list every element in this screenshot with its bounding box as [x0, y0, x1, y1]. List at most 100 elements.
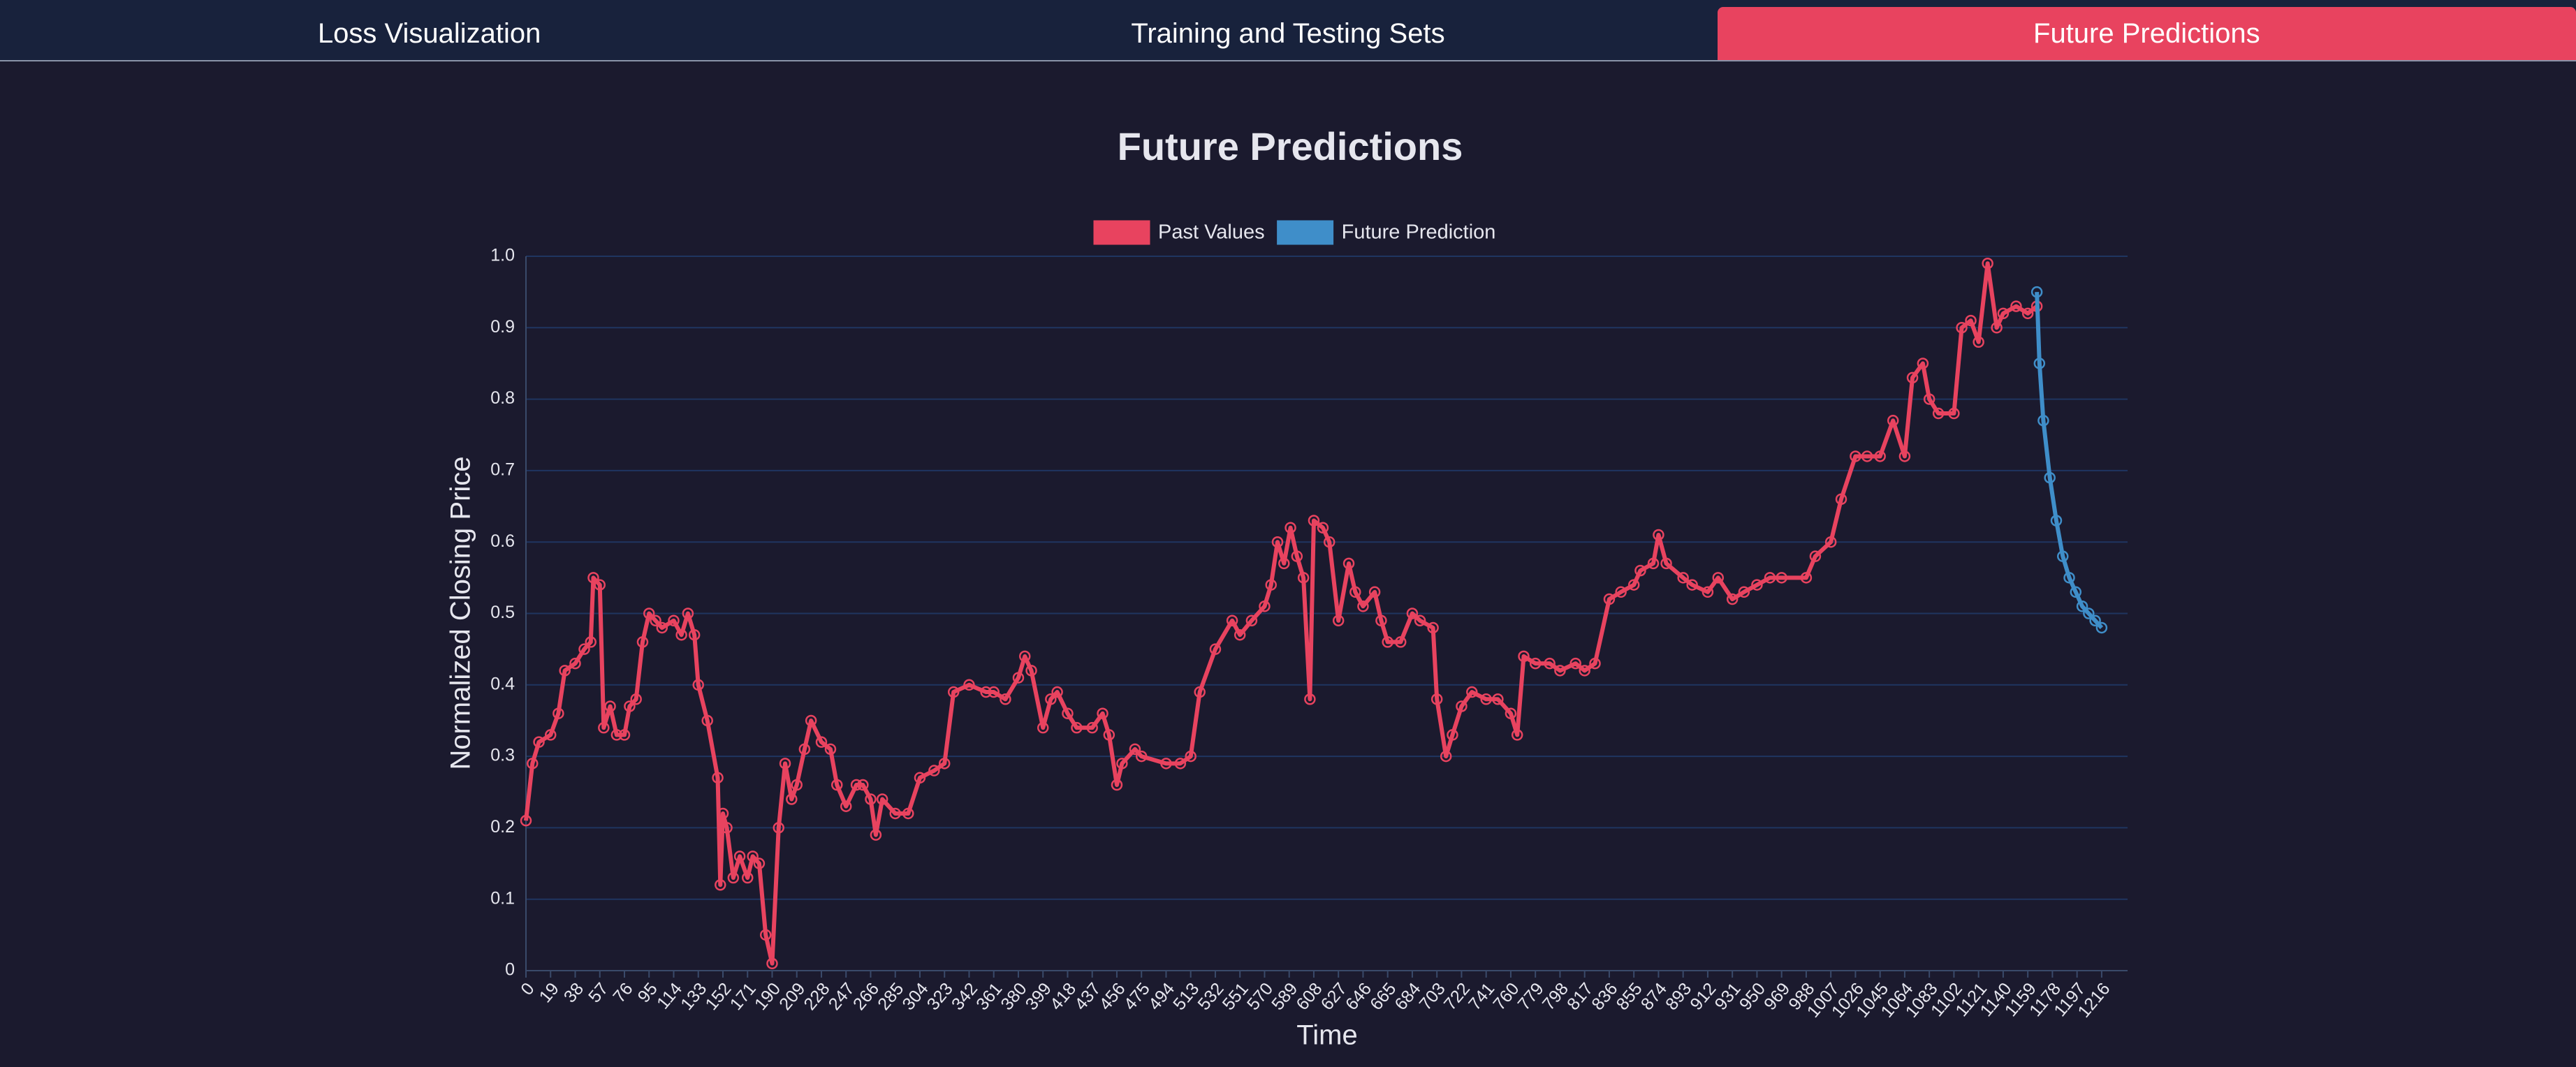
data-point	[1544, 657, 1556, 670]
legend-label: Past Values	[1158, 221, 1265, 244]
data-point	[747, 851, 759, 862]
data-point	[2089, 615, 2101, 626]
x-tick-label: 76	[609, 979, 636, 1006]
data-point	[1234, 628, 1246, 641]
data-point	[1291, 550, 1303, 562]
data-point	[1751, 579, 1763, 591]
data-point	[1430, 693, 1443, 705]
tab[interactable]: Training and Testing Sets	[1131, 17, 1445, 49]
data-point	[1627, 579, 1640, 591]
data-point	[815, 736, 828, 748]
data-point	[712, 772, 724, 784]
legend-swatch	[1277, 220, 1334, 245]
data-point	[1135, 750, 1148, 763]
data-point	[1025, 665, 1037, 677]
data-point	[1406, 608, 1419, 619]
data-point	[857, 779, 869, 791]
data-point	[779, 758, 791, 770]
data-point	[1480, 693, 1492, 705]
data-point	[1349, 586, 1361, 598]
data-point	[1259, 601, 1271, 612]
data-point	[1097, 707, 1108, 719]
data-point	[604, 700, 616, 712]
legend-item: Future Prediction	[1277, 220, 1496, 245]
data-point	[1505, 707, 1517, 719]
data-point	[1185, 750, 1196, 763]
data-point	[1982, 257, 1993, 270]
data-point	[624, 700, 636, 712]
data-point	[587, 572, 599, 584]
data-point	[520, 814, 532, 827]
data-point	[1776, 572, 1787, 584]
data-point	[1297, 572, 1310, 584]
data-point	[1615, 586, 1627, 598]
data-point	[1209, 643, 1222, 655]
data-point	[988, 686, 1000, 698]
data-point	[1569, 657, 1581, 670]
data-point	[2010, 300, 2022, 312]
data-point	[889, 807, 901, 820]
data-point	[1414, 615, 1426, 626]
data-point	[1129, 743, 1141, 756]
x-tick-label: 0	[517, 979, 538, 999]
tab-bar: Loss Visualization Training and Testing …	[0, 0, 2576, 61]
data-point	[773, 822, 785, 834]
y-tick-label: 1.0	[490, 246, 515, 265]
chart: Future Predictions Time Normalized Closi…	[446, 124, 2128, 1051]
series-line	[2035, 292, 2104, 629]
data-point	[840, 800, 852, 812]
data-point	[2095, 621, 2108, 634]
legend-label: Future Prediction	[1342, 221, 1496, 244]
data-point	[688, 628, 701, 641]
data-point	[1332, 615, 1345, 626]
data-point	[1965, 314, 1977, 327]
data-point	[1245, 615, 1258, 626]
legend-swatch	[1093, 220, 1150, 245]
data-point	[753, 858, 766, 869]
data-point	[585, 636, 597, 648]
data-point	[1712, 572, 1725, 584]
data-point	[643, 608, 655, 619]
data-point	[1956, 322, 1968, 334]
data-point	[1726, 593, 1739, 605]
tab-active[interactable]: Future Predictions	[1717, 7, 2576, 60]
data-point	[1861, 450, 1873, 462]
data-point	[692, 679, 704, 691]
data-point	[2037, 415, 2049, 427]
data-point	[1174, 758, 1187, 770]
data-point	[1000, 693, 1011, 705]
y-tick-label: 0.3	[490, 746, 515, 765]
data-point	[650, 615, 661, 626]
data-point	[527, 758, 539, 770]
data-point	[1554, 665, 1566, 677]
data-point	[2063, 572, 2075, 584]
data-point	[1917, 358, 1929, 369]
data-point	[1456, 700, 1468, 712]
data-point	[636, 636, 649, 648]
data-point	[578, 643, 590, 655]
data-point	[963, 679, 975, 691]
y-tick-label: 0.9	[490, 317, 515, 337]
data-point	[1492, 693, 1504, 705]
data-point	[1018, 650, 1031, 663]
data-point	[733, 851, 746, 862]
data-point	[1427, 621, 1439, 634]
data-point	[830, 779, 843, 791]
tab[interactable]: Loss Visualization	[317, 17, 541, 49]
data-point	[717, 807, 729, 820]
data-point	[1012, 672, 1025, 684]
data-point	[1062, 707, 1074, 719]
data-point	[618, 729, 631, 741]
data-point	[1677, 572, 1689, 584]
y-axis-title: Normalized Closing Price	[446, 456, 476, 770]
data-point	[656, 621, 668, 634]
data-point	[1764, 572, 1776, 584]
data-point	[1997, 307, 2010, 320]
data-point	[715, 878, 726, 891]
data-point	[1323, 536, 1335, 548]
data-point	[876, 793, 888, 805]
data-point	[870, 829, 882, 841]
y-tick-label: 0	[505, 960, 515, 980]
data-point	[1518, 650, 1530, 663]
data-point	[1702, 586, 1714, 598]
